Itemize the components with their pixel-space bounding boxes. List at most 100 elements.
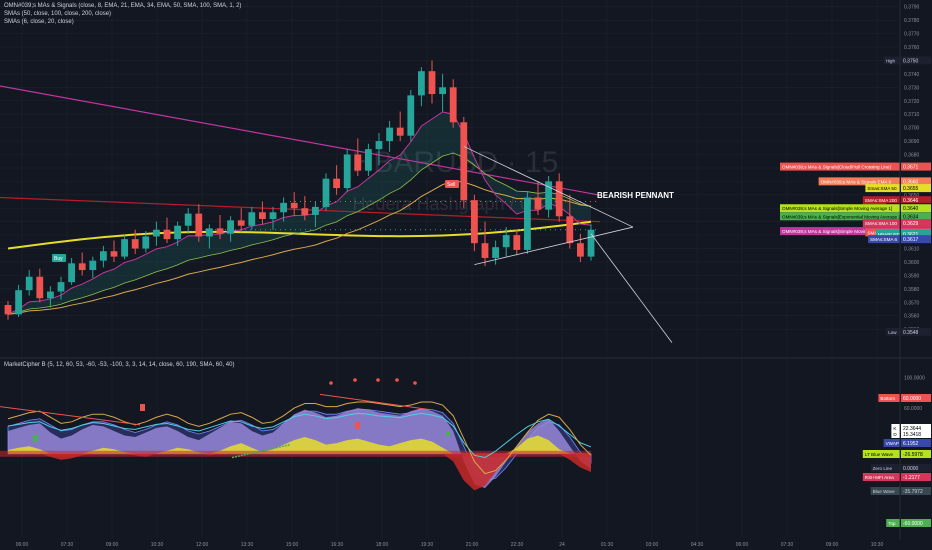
- candle-body: [587, 229, 595, 257]
- time-axis-tick: 06:00: [736, 542, 749, 548]
- osc-tag-name: K: [893, 426, 897, 431]
- candle-body: [4, 304, 12, 315]
- indicator-legend-smas-short[interactable]: SMAs (6, close, 20, close): [4, 19, 74, 25]
- time-axis-tick: 07:30: [61, 542, 74, 548]
- price-tag-name: SMAs:SMA 100: [865, 221, 898, 226]
- osc-tag-name-box: [862, 473, 900, 481]
- osc-tag-name: D: [893, 432, 897, 437]
- osc-tag-name: VWAP: [886, 441, 899, 446]
- candle-body: [25, 276, 33, 291]
- candle-body: [100, 251, 107, 261]
- candle-body: [131, 239, 139, 249]
- price-tag-value: 0.3750: [903, 58, 919, 64]
- candle-body: [312, 206, 319, 215]
- osc-tag-name: Blue Wave: [873, 489, 895, 494]
- price-tag-value-box: [901, 219, 931, 228]
- price-tag-name-box: [818, 177, 900, 186]
- candle-body: [15, 290, 22, 315]
- price-tag-value-box: [901, 196, 931, 205]
- osc-tag-value-box: [901, 519, 931, 527]
- stoch-line: [7, 401, 592, 475]
- price-tag-name-box: [780, 204, 900, 213]
- money-flow-positive: [8, 435, 591, 454]
- price-tag-value-box: [901, 177, 931, 186]
- price-tag-value-box: [901, 162, 931, 171]
- osc-tag-value: -60.0000: [903, 521, 923, 527]
- candle-body: [502, 235, 510, 248]
- price-tag-name: SMAs:SMA 6: [870, 237, 898, 242]
- candle-body: [57, 282, 65, 292]
- candle-body: [89, 260, 97, 271]
- osc-trend-line-2: [319, 393, 431, 411]
- time-axis-tick: 03:00: [646, 542, 659, 548]
- osc-tag-value-box: [901, 487, 931, 495]
- osc-axis-tick: 60.0000: [904, 406, 922, 412]
- indicator-legend-smas-long[interactable]: SMAs (50, close, 100, close, 200, close): [4, 11, 112, 17]
- candle-body: [153, 229, 160, 237]
- candle-body: [545, 181, 552, 210]
- price-axis-tick: 0.3760: [904, 45, 920, 51]
- price-tag-name: OMN#039;s MAs & Signals[Exponential Movi…: [782, 214, 902, 219]
- osc-tag-name: Bottom: [880, 396, 895, 401]
- candle-body: [407, 95, 415, 136]
- pennant-upper-line: [463, 146, 634, 228]
- candle-body: [418, 71, 425, 96]
- sell-dot: [329, 381, 333, 385]
- sell-marker: [355, 422, 360, 429]
- price-tag-value: 0.3629: [903, 221, 919, 227]
- time-axis-tick: 16:30: [331, 542, 344, 548]
- price-axis-tick: 0.3680: [904, 153, 920, 159]
- price-axis-tick: 0.3790: [904, 5, 920, 11]
- magenta-line: [0, 85, 599, 196]
- osc-tag-value: 60.0000: [903, 396, 921, 402]
- price-tag-value: 0.3671: [903, 165, 919, 171]
- buy-marker: [446, 432, 450, 436]
- candle-body: [566, 216, 574, 244]
- price-tag-name: HBARUSD: [878, 232, 901, 237]
- time-axis-tick: 06:00: [16, 542, 29, 548]
- candle-body: [216, 228, 224, 234]
- osc-tag-value: 15.3418: [903, 432, 921, 438]
- price-tag-value-box: [901, 235, 931, 244]
- price-tag-value: 0.3617: [903, 237, 919, 243]
- candle-body: [460, 122, 468, 201]
- price-tag-value: 0.3655: [903, 186, 919, 192]
- price-axis-tick: 0.3780: [904, 18, 920, 24]
- price-tag-name: SMAs:SMA 200: [865, 198, 898, 203]
- price-tag-name: OMN#039;s MAs & Signals EMA 8: [821, 179, 892, 184]
- watermark-name: Hedera Hashgraph / USD: [352, 194, 557, 214]
- osc-tag-name: Zero Line: [873, 466, 893, 471]
- candle-body: [577, 243, 584, 257]
- pennant-lower-line: [474, 226, 634, 266]
- price-tag-value-box: [901, 184, 931, 193]
- buy-signal-tag: [52, 254, 66, 262]
- osc-tag-name-box: [862, 450, 900, 458]
- osc-tag-name-box: [870, 464, 900, 472]
- price-tag-name-box: [862, 196, 900, 205]
- osc-trend-line: [0, 406, 141, 426]
- oscillator-title[interactable]: MarketCipher B (5, 12, 60, 53, -60, -53,…: [4, 362, 235, 368]
- price-axis-tick: 0.3580: [904, 287, 920, 293]
- candle-body: [68, 263, 75, 283]
- price-tag-value: 0.3660: [903, 179, 919, 185]
- sma100-line: [7, 220, 592, 250]
- price-axis-tick: 0.3600: [904, 260, 920, 266]
- projection-line: [590, 233, 673, 343]
- indicator-legend-omn-mas[interactable]: OMN#039;s MAs & Signals (close, 8, EMA, …: [4, 3, 242, 9]
- price-tag-value-box: [901, 56, 931, 65]
- osc-tag-name-box: [891, 424, 900, 432]
- price-axis-tick: 0.3730: [904, 85, 920, 91]
- time-axis-tick: 10:30: [871, 542, 884, 548]
- time-axis-tick: 22:30: [511, 542, 524, 548]
- osc-tag-name: RSI+MFI Area: [865, 475, 894, 480]
- price-axis-tick: 0.3770: [904, 32, 920, 38]
- osc-tag-name: LT Blue Wave: [865, 452, 894, 457]
- osc-tag-value: -35.7972: [903, 489, 923, 495]
- price-tag-name-box: [883, 56, 900, 65]
- candle-body: [301, 208, 309, 215]
- candle-body: [269, 212, 277, 219]
- time-axis-tick: 01:30: [601, 542, 614, 548]
- osc-tag-name-box: [886, 519, 900, 527]
- candle-body: [492, 247, 499, 258]
